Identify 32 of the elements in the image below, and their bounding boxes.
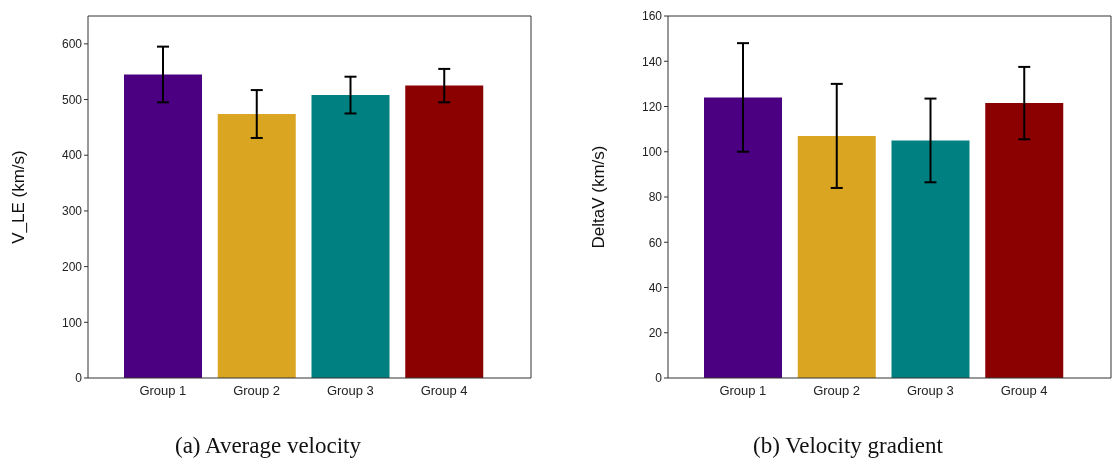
- y-tick-label: 60: [648, 235, 663, 250]
- y-tick-label: 600: [61, 37, 83, 52]
- x-tick-label: Group 4: [420, 383, 468, 399]
- y-tick-label: 200: [61, 259, 83, 274]
- bar: [891, 140, 970, 378]
- y-tick-label: 140: [641, 54, 663, 69]
- x-tick-label: Group 2: [813, 383, 861, 399]
- y-tick-label: 20: [648, 326, 663, 341]
- bar: [797, 135, 876, 378]
- y-tick-label: 120: [641, 99, 663, 114]
- y-axis-title: V_LE (km/s): [9, 150, 29, 244]
- x-tick-label: Group 1: [139, 383, 187, 399]
- y-tick-label: 100: [641, 145, 663, 160]
- y-tick-label: 0: [655, 371, 663, 386]
- x-tick-label: Group 3: [906, 383, 954, 399]
- x-tick-label: Group 3: [326, 383, 374, 399]
- y-tick-label: 100: [61, 315, 83, 330]
- text: (b) Velocity gradient: [752, 433, 944, 459]
- y-tick-label: 160: [641, 9, 663, 24]
- y-tick-label: 300: [61, 204, 83, 219]
- bar: [985, 103, 1064, 378]
- x-tick-label: Group 4: [1000, 383, 1048, 399]
- y-tick-label: 500: [61, 92, 83, 107]
- y-axis-title: DeltaV (km/s): [589, 145, 609, 249]
- y-tick-label: 40: [648, 280, 663, 295]
- y-tick-label: 80: [648, 190, 663, 205]
- bar: [704, 97, 782, 378]
- x-tick-label: Group 2: [233, 383, 281, 399]
- text: (a) Average velocity: [173, 433, 362, 459]
- y-tick-label: 0: [75, 371, 83, 386]
- y-tick-label: 400: [61, 148, 83, 163]
- x-tick-label: Group 1: [719, 383, 767, 399]
